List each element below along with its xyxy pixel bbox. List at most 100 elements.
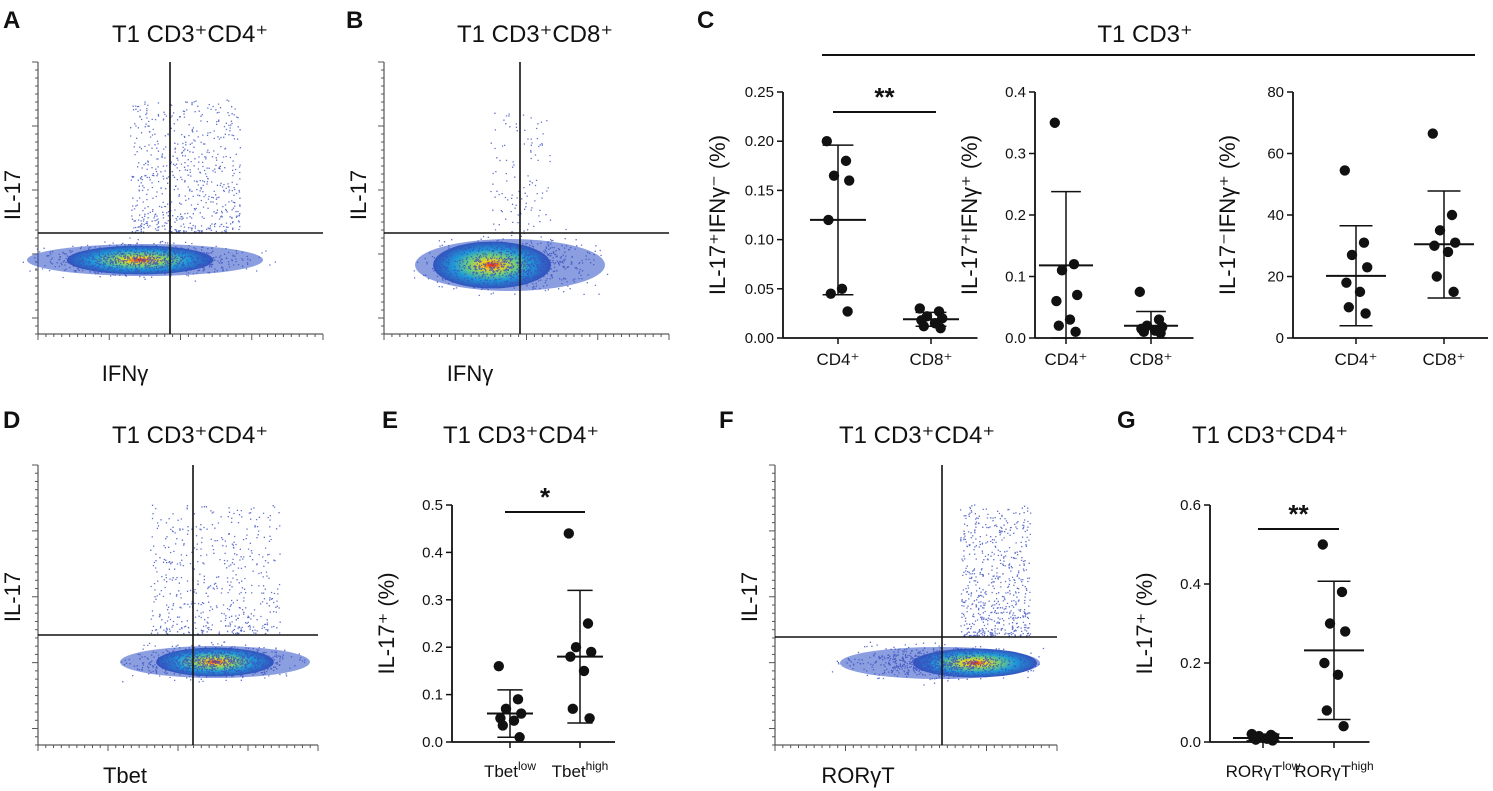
data-point (1053, 320, 1065, 331)
x-tick-label: CD4⁺ (1335, 350, 1378, 369)
chart-c1: 0.00 0.05 0.10 0.15 0.20 0.25 IL-17⁺IFNγ⁻ (%) C… (705, 82, 978, 369)
data-point (578, 665, 590, 677)
y-tick-label: 0.6 (1180, 497, 1201, 514)
y-tick-label: 80 (1267, 84, 1284, 101)
data-point (821, 136, 832, 147)
data-point (1448, 286, 1459, 298)
panel-a-title: T1 CD3⁺CD4⁺ (112, 21, 268, 48)
y-tick-label: 0.3 (1005, 146, 1026, 163)
data-point (512, 694, 524, 705)
x-tick-label: RORγTlow (1226, 759, 1301, 781)
data-point (1068, 259, 1080, 270)
data-point (1338, 721, 1349, 732)
y-axis-label: IL-17⁺ (%) (1132, 572, 1157, 674)
y-tick-label: 0.0 (1180, 734, 1201, 751)
data-point (1049, 117, 1061, 128)
y-tick-label: 0.4 (1005, 84, 1026, 101)
panel-e-title: T1 CD3⁺CD4⁺ (443, 422, 599, 449)
y-tick-label: 40 (1267, 207, 1284, 224)
data-point (1324, 618, 1336, 629)
data-point (1354, 286, 1366, 298)
panel-b-title: T1 CD3⁺CD8⁺ (457, 21, 613, 48)
y-tick-label: 0.05 (745, 281, 774, 298)
panel-a-ylabel: IL-17 (0, 170, 25, 220)
panel-letter-g: G (1117, 407, 1136, 434)
x-tick-label: Tbethigh (552, 759, 609, 781)
panel-f-ylabel: IL-17 (737, 572, 762, 622)
y-axis-label: IL-17⁺IFNγ⁻ (%) (705, 135, 730, 295)
panel-c-title: T1 CD3⁺ (1097, 21, 1192, 48)
panel-letter-d: D (3, 407, 20, 434)
data-point (1321, 705, 1333, 716)
y-tick-label: 0.0 (1005, 330, 1026, 347)
data-point (1134, 286, 1146, 298)
flow-events (121, 504, 306, 683)
data-point (935, 322, 946, 334)
data-point (570, 642, 582, 653)
data-point (914, 303, 925, 314)
data-point (563, 528, 574, 539)
data-point (828, 170, 840, 181)
y-axis-label: IL-17⁻IFNγ⁺ (%) (1215, 135, 1240, 295)
data-point (840, 155, 852, 167)
data-point (514, 732, 525, 743)
data-point (1070, 326, 1081, 338)
data-point (516, 708, 527, 719)
y-tick-label: 0.0 (422, 734, 443, 751)
panel-a-xlabel: IFNγ (102, 361, 148, 386)
data-point (1267, 735, 1278, 746)
data-point (1362, 262, 1373, 273)
panel-d-ylabel: IL-17 (0, 572, 25, 622)
data-point (1340, 626, 1351, 637)
data-point (1446, 209, 1458, 221)
y-tick-label: 0.4 (1180, 576, 1201, 593)
chart-e: 0.0 0.1 0.2 0.3 0.4 0.5 IL-17⁺ (%) Tbetlow Tbeth… (374, 482, 615, 781)
data-point (1155, 327, 1166, 339)
data-point (836, 283, 848, 294)
data-point (1336, 586, 1348, 598)
y-tick-label: 0 (1276, 330, 1284, 347)
x-tick-label: CD8⁺ (1423, 350, 1466, 369)
data-point (493, 660, 504, 672)
chart-c2: 0.0 0.1 0.2 0.3 0.4 IL-17⁺IFNγ⁺ (%) CD4⁺ CD8⁺ (957, 84, 1194, 369)
flow-events (22, 99, 276, 282)
y-tick-label: 0.2 (1005, 207, 1026, 224)
x-tick-label: CD4⁺ (817, 350, 860, 369)
x-tick-label: CD8⁺ (910, 350, 953, 369)
data-point (823, 214, 834, 226)
data-point (1431, 271, 1443, 282)
y-tick-label: 20 (1267, 269, 1284, 286)
data-point (1450, 237, 1461, 248)
flow-plots (22, 61, 1058, 751)
data-point (1051, 295, 1062, 307)
panel-d-xlabel: Tbet (103, 763, 147, 788)
flow-plot-f (769, 464, 1058, 751)
data-point (567, 703, 578, 715)
x-tick-label: CD4⁺ (1045, 350, 1088, 369)
y-tick-label: 0.25 (745, 84, 774, 101)
data-point (1072, 289, 1083, 301)
panel-letter-c: C (697, 7, 714, 34)
x-tick-label: Tbetlow (484, 759, 536, 781)
data-point (582, 618, 594, 629)
panel-letter-f: F (719, 407, 734, 434)
data-point (1434, 225, 1446, 236)
panel-f-xlabel: RORγT (821, 763, 894, 788)
data-point (1427, 128, 1439, 139)
data-point (1138, 326, 1150, 338)
y-tick-label: 0.20 (745, 133, 774, 150)
y-tick-label: 0.3 (422, 592, 443, 609)
y-tick-label: 0.4 (422, 544, 443, 561)
panel-b-ylabel: IL-17 (346, 170, 371, 220)
data-point (497, 720, 508, 731)
significance-label: ** (1288, 499, 1309, 529)
data-point (500, 703, 512, 715)
data-point (844, 175, 855, 186)
y-axis-label: IL-17⁺ (%) (374, 572, 399, 674)
flow-plot-a (22, 61, 324, 340)
data-point (918, 320, 929, 332)
panel-f-title: T1 CD3⁺CD4⁺ (839, 422, 995, 449)
